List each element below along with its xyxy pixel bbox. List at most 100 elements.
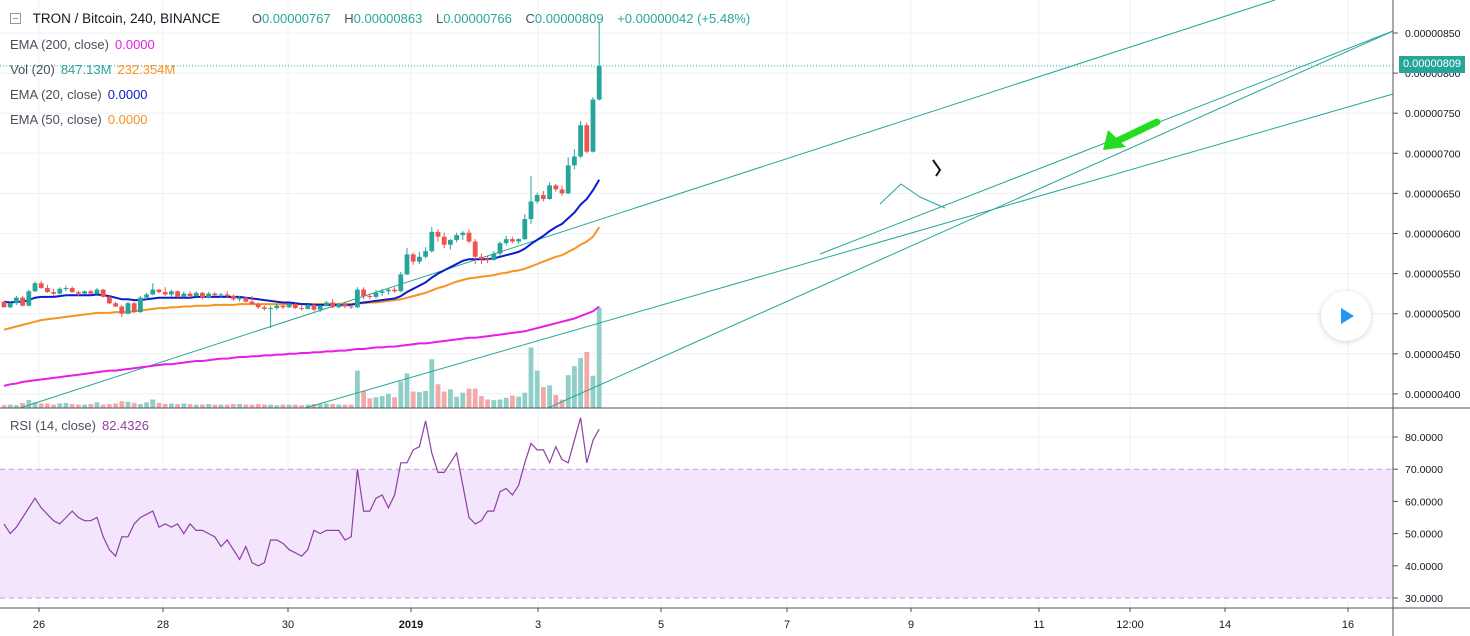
candle-body xyxy=(150,289,156,295)
current-price-tag: 0.00000809 xyxy=(1399,56,1465,73)
ema200-legend[interactable]: EMA (200, close) 0.0000 xyxy=(10,37,155,53)
volume-bar xyxy=(491,400,497,408)
change-value: +0.00000042 (+5.48%) xyxy=(617,11,751,26)
volume-bar xyxy=(472,388,478,408)
rsi-line-path xyxy=(3,417,600,567)
candle-body xyxy=(113,303,118,307)
candle-body xyxy=(82,291,87,294)
candle-body xyxy=(156,289,162,293)
volume-bar xyxy=(175,404,180,408)
candle-body xyxy=(255,304,261,308)
price-tick-label: 0.00000550 xyxy=(1405,269,1461,281)
user-drawings[interactable] xyxy=(879,118,1161,209)
ema50-legend[interactable]: EMA (50, close) 0.0000 xyxy=(10,112,148,128)
volume-bar xyxy=(479,396,484,408)
collapse-icon[interactable] xyxy=(10,13,21,24)
replay-play-button[interactable] xyxy=(1321,291,1371,341)
candle-body xyxy=(578,125,583,157)
candle-body xyxy=(565,165,571,194)
volume-bar xyxy=(379,396,385,408)
candle-body xyxy=(479,256,484,260)
volume-bar xyxy=(441,391,447,408)
time-tick-label: 11 xyxy=(1033,619,1044,631)
candle-body xyxy=(528,201,534,220)
candle-body xyxy=(305,304,311,309)
ema20-value: 0.0000 xyxy=(107,87,148,102)
low-label: L xyxy=(435,11,444,26)
candle-body xyxy=(541,195,546,200)
rsi-tick-label: 50.0000 xyxy=(1405,529,1443,541)
candle-body xyxy=(454,235,459,240)
volume-bar xyxy=(274,405,280,408)
trendline xyxy=(19,0,1276,409)
candle-body xyxy=(26,291,32,306)
volume-bar xyxy=(243,404,249,408)
rsi-tick-label: 40.0000 xyxy=(1405,561,1443,573)
volume-bar xyxy=(355,370,360,408)
volume-bar xyxy=(373,397,379,408)
rsi-line xyxy=(0,417,1393,599)
volume-bar xyxy=(547,385,552,408)
rsi-legend[interactable]: RSI (14, close) 82.4326 xyxy=(10,418,149,434)
candle-body xyxy=(131,303,137,313)
candle-body xyxy=(448,239,453,245)
candle-body xyxy=(429,231,435,252)
volume-legend[interactable]: Vol (20) 847.13M 232.354M xyxy=(10,62,175,78)
volume-ma-value: 232.354M xyxy=(117,62,176,77)
candle-body xyxy=(516,239,521,242)
open-label: O xyxy=(251,11,262,26)
ema20-legend[interactable]: EMA (20, close) 0.0000 xyxy=(10,87,148,103)
candle-body xyxy=(76,292,81,294)
volume-bar xyxy=(572,366,577,408)
candle-body xyxy=(249,301,255,305)
volume-bar xyxy=(534,370,540,408)
volume-label: Vol (20) xyxy=(10,62,55,77)
volume-bar xyxy=(404,373,410,408)
candle-body xyxy=(1,301,7,308)
candle-body xyxy=(107,296,112,304)
volume-bar xyxy=(367,398,373,408)
volume-bar xyxy=(361,391,366,408)
candle-body xyxy=(224,294,230,297)
candle-body xyxy=(342,304,348,307)
candle-body xyxy=(299,308,304,310)
candle-body xyxy=(280,305,286,308)
volume-bar xyxy=(107,404,112,408)
volume-bar xyxy=(14,405,19,408)
volume-bar xyxy=(578,358,583,408)
volume-bar xyxy=(497,399,503,408)
candle-body xyxy=(410,254,416,262)
price-tick-label: 0.00000850 xyxy=(1405,28,1461,40)
volume-bar xyxy=(57,403,63,408)
candle-body xyxy=(584,125,590,152)
symbol-title[interactable]: TRON / Bitcoin, 240, BINANCE xyxy=(32,11,221,26)
ema200-label: EMA (200, close) xyxy=(10,37,109,52)
volume-bar xyxy=(324,403,329,408)
price-tick-label: 0.00000600 xyxy=(1405,229,1461,241)
candlesticks[interactable] xyxy=(0,22,1393,329)
trendline xyxy=(547,30,1394,409)
time-tick-label: 14 xyxy=(1219,619,1231,631)
volume-bar xyxy=(342,404,348,408)
ema200-line xyxy=(3,305,600,387)
trendlines[interactable] xyxy=(19,0,1394,409)
candle-body xyxy=(162,292,168,295)
time-tick-label: 28 xyxy=(157,619,169,631)
cursor-icon xyxy=(932,159,942,177)
volume-bar xyxy=(584,351,590,408)
close-value: 0.00000809 xyxy=(534,11,604,26)
ema20-line xyxy=(3,179,601,306)
play-icon xyxy=(1341,308,1354,324)
price-tick-label: 0.00000400 xyxy=(1405,389,1461,401)
rsi-tick-label: 70.0000 xyxy=(1405,464,1443,476)
candle-body xyxy=(63,288,69,290)
volume-bar xyxy=(206,404,211,408)
volume-bar xyxy=(466,388,472,408)
volume-bar xyxy=(299,405,304,408)
ema20-label: EMA (20, close) xyxy=(10,87,102,102)
time-tick-label: 12:00 xyxy=(1116,619,1144,631)
candle-body xyxy=(317,305,323,310)
candle-body xyxy=(534,195,540,202)
candle-body xyxy=(355,289,360,308)
